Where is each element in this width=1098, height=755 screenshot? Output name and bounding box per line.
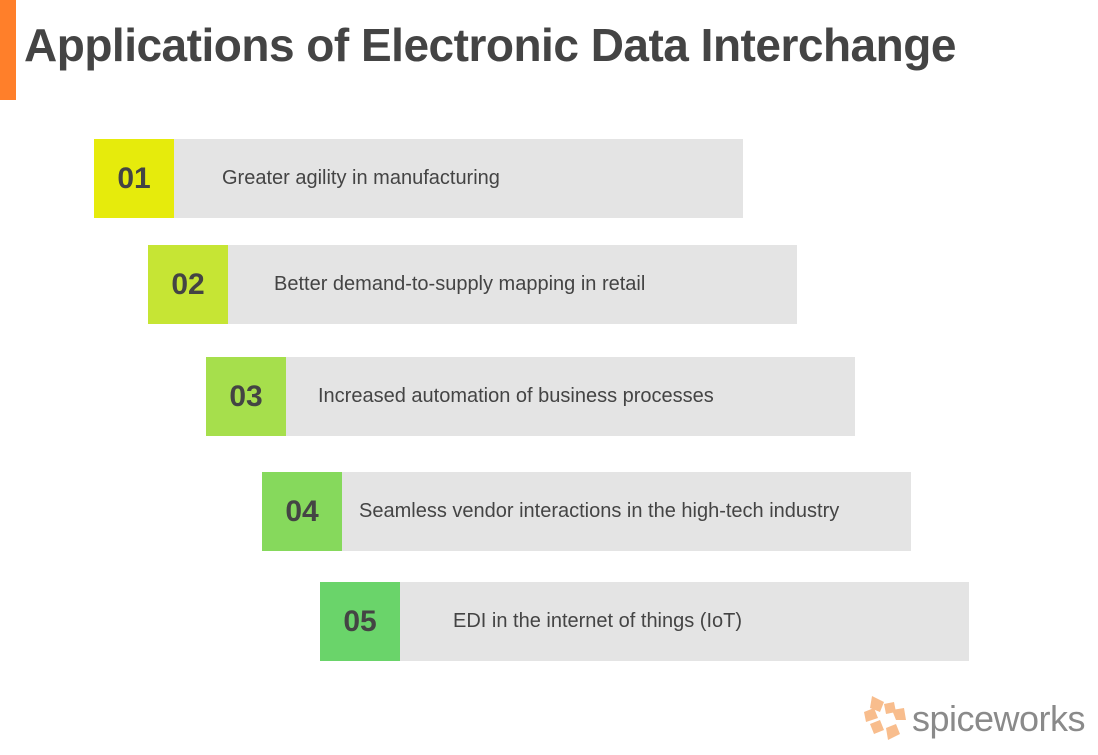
item-number: 03 [206, 357, 286, 436]
item-bar [342, 472, 911, 551]
item-bar [228, 245, 797, 324]
spiceworks-logo: spiceworks [862, 694, 1086, 744]
list-item-2: 02 Better demand-to-supply mapping in re… [148, 245, 797, 324]
page-title: Applications of Electronic Data Intercha… [24, 19, 956, 71]
logo-text: spiceworks [912, 698, 1086, 739]
item-label: EDI in the internet of things (IoT) [453, 610, 743, 632]
accent-bar [0, 0, 16, 100]
list-item-5: 05 EDI in the internet of things (IoT) [320, 582, 969, 661]
item-label: Better demand-to-supply mapping in retai… [274, 273, 646, 295]
list-item-4: 04 Seamless vendor interactions in the h… [262, 472, 911, 551]
list-item-1: 01 Greater agility in manufacturing [94, 139, 743, 218]
item-label: Increased automation of business process… [318, 385, 714, 407]
item-label: Greater agility in manufacturing [222, 167, 500, 189]
item-bar [286, 357, 855, 436]
item-bar [174, 139, 743, 218]
item-number: 05 [320, 582, 400, 661]
item-number: 04 [262, 472, 342, 551]
item-number: 02 [148, 245, 228, 324]
item-bar [400, 582, 969, 661]
item-label: Seamless vendor interactions in the high… [359, 500, 840, 522]
spiceworks-swirl-icon [864, 696, 906, 740]
item-number: 01 [94, 139, 174, 218]
list-item-3: 03 Increased automation of business proc… [206, 357, 855, 436]
